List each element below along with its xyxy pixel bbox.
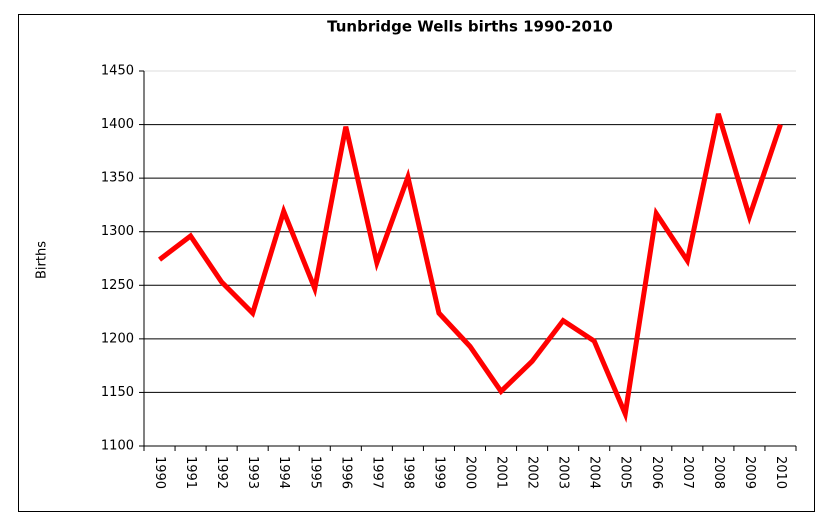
x-tick-label: 1993 bbox=[245, 456, 260, 489]
y-axis-label: Births bbox=[35, 241, 50, 279]
y-tick-label: 1450 bbox=[101, 64, 134, 79]
line-series bbox=[158, 113, 783, 423]
x-tick-label: 1999 bbox=[431, 456, 446, 489]
x-tick-label: 2003 bbox=[556, 456, 571, 489]
x-tick-label: 1996 bbox=[338, 456, 353, 489]
x-tick-label: 2005 bbox=[618, 456, 633, 489]
y-tick-label: 1350 bbox=[101, 171, 134, 186]
x-tick-label: 1995 bbox=[307, 456, 322, 489]
x-tick-label: 2006 bbox=[649, 456, 664, 489]
x-tick-label: 2008 bbox=[711, 456, 726, 489]
x-tick-label: 1992 bbox=[214, 456, 229, 489]
x-tick-label: 2007 bbox=[680, 456, 695, 489]
x-tick-label: 1990 bbox=[152, 456, 167, 489]
x-tick-label: 1991 bbox=[183, 456, 198, 489]
x-tick-label: 2000 bbox=[463, 456, 478, 489]
x-tick-label: 2004 bbox=[587, 456, 602, 489]
x-tick-label: 2010 bbox=[773, 456, 788, 489]
chart-border bbox=[18, 14, 815, 512]
x-tick-label: 2009 bbox=[742, 456, 757, 489]
y-tick-label: 1100 bbox=[101, 439, 134, 454]
y-tick-label: 1200 bbox=[101, 331, 134, 346]
y-tick-label: 1300 bbox=[101, 224, 134, 239]
y-tick-label: 1400 bbox=[101, 117, 134, 132]
x-tick-label: 2001 bbox=[494, 456, 509, 489]
x-tick-label: 1997 bbox=[369, 456, 384, 489]
y-tick-label: 1250 bbox=[101, 278, 134, 293]
x-tick-label: 1994 bbox=[276, 456, 291, 489]
x-tick-label: 1998 bbox=[400, 456, 415, 489]
y-tick-label: 1150 bbox=[101, 385, 134, 400]
chart-title: Tunbridge Wells births 1990-2010 bbox=[327, 18, 613, 36]
x-tick-label: 2002 bbox=[525, 456, 540, 489]
